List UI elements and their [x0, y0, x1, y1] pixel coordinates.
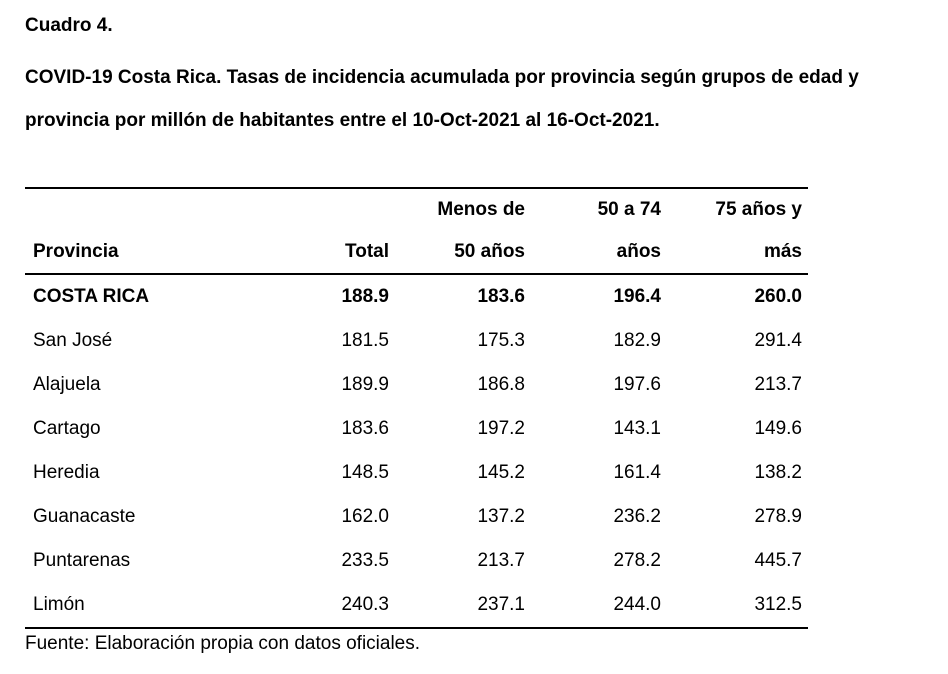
value-cell: 312.5 [667, 583, 808, 629]
table-header-row-top: Menos de 50 a 74 75 años y [25, 187, 808, 231]
value-cell: 278.2 [613, 550, 661, 571]
table-caption-title: COVID-19 Costa Rica. Tasas de incidencia… [25, 67, 859, 131]
column-header-top: Menos de [395, 187, 531, 231]
value-cell: 233.5 [341, 550, 389, 571]
column-header-provincia: Provincia [25, 231, 258, 275]
value-cell: 197.2 [477, 418, 525, 439]
value-cell: 236.2 [613, 506, 661, 527]
value-cell: 197.6 [613, 374, 661, 395]
value-cell: 189.9 [341, 374, 389, 395]
table-row: Puntarenas 233.5 213.7 278.2 445.7 [25, 539, 808, 583]
province-cell: Puntarenas [33, 550, 131, 571]
table-row: Guanacaste 162.0 137.2 236.2 278.9 [25, 495, 808, 539]
value-cell: 162.0 [341, 506, 389, 527]
table-row: San José 181.5 175.3 182.9 291.4 [25, 319, 808, 363]
province-cell: Guanacaste [33, 506, 136, 527]
value-cell: 260.0 [754, 286, 802, 307]
value-cell: 149.6 [754, 418, 802, 439]
table-row: Heredia 148.5 145.2 161.4 138.2 [25, 451, 808, 495]
table-caption-label: Cuadro 4. [25, 15, 113, 36]
province-cell: Alajuela [33, 374, 101, 395]
source-note: Fuente: Elaboración propia con datos ofi… [25, 633, 421, 654]
value-cell: 291.4 [754, 330, 802, 351]
value-cell: 182.9 [613, 330, 661, 351]
value-cell: 183.6 [341, 418, 389, 439]
value-cell: 237.1 [395, 583, 531, 629]
value-cell: 148.5 [341, 462, 389, 483]
value-cell: 244.0 [531, 583, 667, 629]
value-cell: 213.7 [477, 550, 525, 571]
value-cell: 188.9 [341, 286, 389, 307]
province-cell: Heredia [33, 462, 100, 483]
province-cell: Limón [25, 583, 258, 629]
value-cell: 213.7 [754, 374, 802, 395]
value-cell: 145.2 [477, 462, 525, 483]
column-header-50-74: años [531, 231, 667, 275]
table-row: Cartago 183.6 197.2 143.1 149.6 [25, 407, 808, 451]
table-header-row-bottom: Provincia Total 50 años años más [25, 231, 808, 275]
value-cell: 445.7 [754, 550, 802, 571]
column-header-75-plus: más [667, 231, 808, 275]
column-header-top: 75 años y [667, 187, 808, 231]
value-cell: 240.3 [258, 583, 395, 629]
value-cell: 183.6 [477, 286, 525, 307]
table-row: Alajuela 189.9 186.8 197.6 213.7 [25, 363, 808, 407]
column-header-under-50: 50 años [395, 231, 531, 275]
table-row-total: COSTA RICA 188.9 183.6 196.4 260.0 [25, 274, 808, 319]
province-cell: Cartago [33, 418, 101, 439]
value-cell: 138.2 [754, 462, 802, 483]
value-cell: 175.3 [477, 330, 525, 351]
value-cell: 186.8 [477, 374, 525, 395]
value-cell: 196.4 [613, 286, 661, 307]
province-cell: San José [33, 330, 113, 351]
value-cell: 143.1 [613, 418, 661, 439]
column-header-top [25, 187, 258, 231]
column-header-top [258, 187, 395, 231]
value-cell: 161.4 [613, 462, 661, 483]
column-header-top: 50 a 74 [531, 187, 667, 231]
value-cell: 181.5 [341, 330, 389, 351]
value-cell: 137.2 [477, 506, 525, 527]
province-cell: COSTA RICA [33, 286, 150, 307]
value-cell: 278.9 [754, 506, 802, 527]
table-row: Limón 240.3 237.1 244.0 312.5 [25, 583, 808, 629]
incidence-table: Menos de 50 a 74 75 años y Provincia Tot… [25, 187, 808, 629]
column-header-total: Total [258, 231, 395, 275]
